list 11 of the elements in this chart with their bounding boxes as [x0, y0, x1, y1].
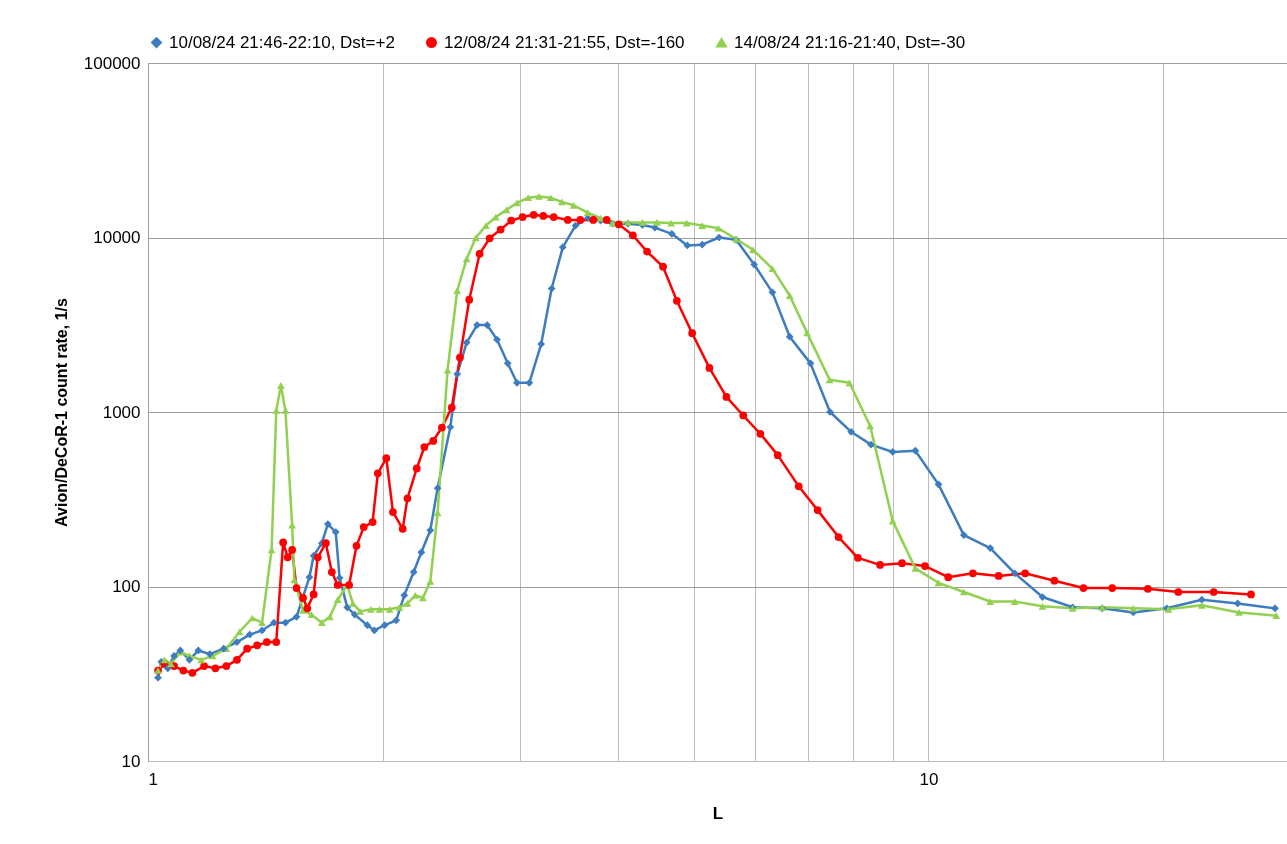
y-tick-label: 10 [121, 751, 141, 771]
y-tick-label: 100 [112, 577, 141, 596]
legend-label: 12/08/24 21:31-21:55, Dst=-160 [444, 32, 685, 52]
y-axis-title: Avion/DeCoR-1 count rate, 1/s [52, 298, 70, 527]
x-axis-title: L [712, 803, 724, 823]
x-tick-label: 1 [148, 769, 158, 789]
y-tick-label: 100000 [83, 53, 141, 73]
legend-label: 10/08/24 21:46-22:10, Dst=+2 [169, 32, 395, 52]
y-tick-label: 10000 [93, 228, 141, 247]
legend-label: 14/08/24 21:16-21:40, Dst=-30 [734, 32, 966, 52]
y-tick-label: 1000 [102, 402, 141, 422]
